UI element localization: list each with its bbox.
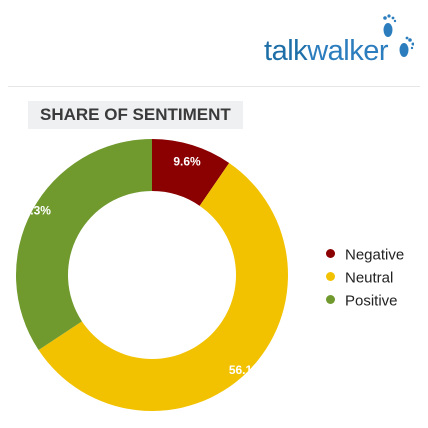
donut-slice-positive[interactable] <box>16 139 152 351</box>
legend-label: Positive <box>345 292 398 310</box>
legend-item-neutral[interactable]: Neutral <box>326 266 404 289</box>
data-label-neutral: 56.1% <box>229 363 263 377</box>
data-label-negative: 9.6% <box>173 154 201 168</box>
logo-word-walker: walker <box>307 35 388 67</box>
legend-swatch-positive <box>326 295 335 305</box>
donut-slice-neutral[interactable] <box>38 162 288 411</box>
logo-wordmark: talkwalker <box>264 37 388 66</box>
header-divider <box>8 86 420 87</box>
footprints-icon <box>383 14 414 57</box>
legend-label: Neutral <box>345 269 394 287</box>
data-label-positive: 34.3% <box>17 204 51 218</box>
talkwalker-logo[interactable]: talkwalker <box>254 10 414 70</box>
header: talkwalker <box>0 0 428 86</box>
legend-swatch-neutral <box>326 272 335 282</box>
chart-legend: Negative Neutral Positive <box>326 243 404 312</box>
donut-slice-negative[interactable] <box>152 139 230 206</box>
legend-swatch-negative <box>326 249 335 259</box>
logo-word-talk: talk <box>264 35 308 67</box>
legend-item-positive[interactable]: Positive <box>326 289 404 312</box>
legend-item-negative[interactable]: Negative <box>326 243 404 266</box>
legend-label: Negative <box>345 246 405 264</box>
section-title: SHARE OF SENTIMENT <box>28 101 243 129</box>
